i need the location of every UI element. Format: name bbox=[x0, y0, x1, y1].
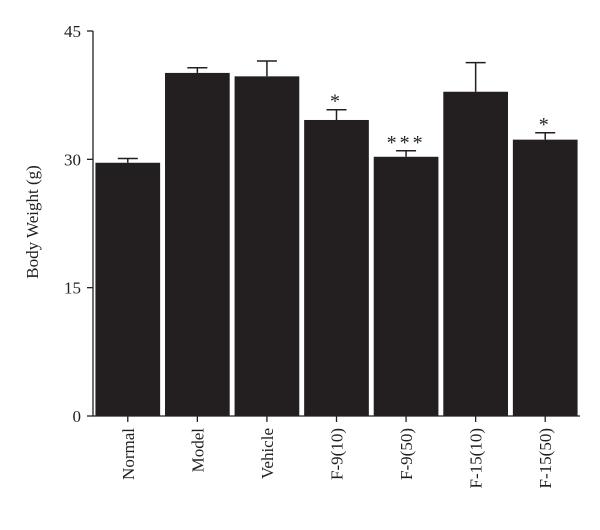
significance-label: *** bbox=[387, 132, 426, 154]
x-tick-label: F-15(50) bbox=[536, 428, 555, 488]
significance-label: * bbox=[539, 114, 552, 136]
y-tick-label: 30 bbox=[64, 150, 81, 169]
x-tick-label: Normal bbox=[119, 428, 138, 480]
bar bbox=[443, 91, 508, 416]
bar bbox=[165, 72, 230, 416]
bar bbox=[373, 156, 439, 416]
y-axis-label: Body Weight (g) bbox=[23, 165, 42, 279]
x-tick-label: F-9(50) bbox=[397, 428, 416, 480]
x-tick-label: Vehicle bbox=[258, 428, 277, 479]
x-tick-label: F-9(10) bbox=[328, 428, 347, 480]
y-tick-label: 0 bbox=[73, 407, 82, 426]
bar bbox=[512, 139, 578, 416]
significance-label: * bbox=[330, 91, 343, 113]
y-tick-label: 45 bbox=[64, 22, 81, 41]
x-tick-label: F-15(10) bbox=[467, 428, 486, 488]
bar bbox=[95, 162, 161, 416]
x-tick-label: Model bbox=[188, 428, 207, 473]
y-tick-label: 15 bbox=[64, 279, 81, 298]
bar bbox=[304, 119, 369, 416]
bar bbox=[234, 76, 300, 416]
